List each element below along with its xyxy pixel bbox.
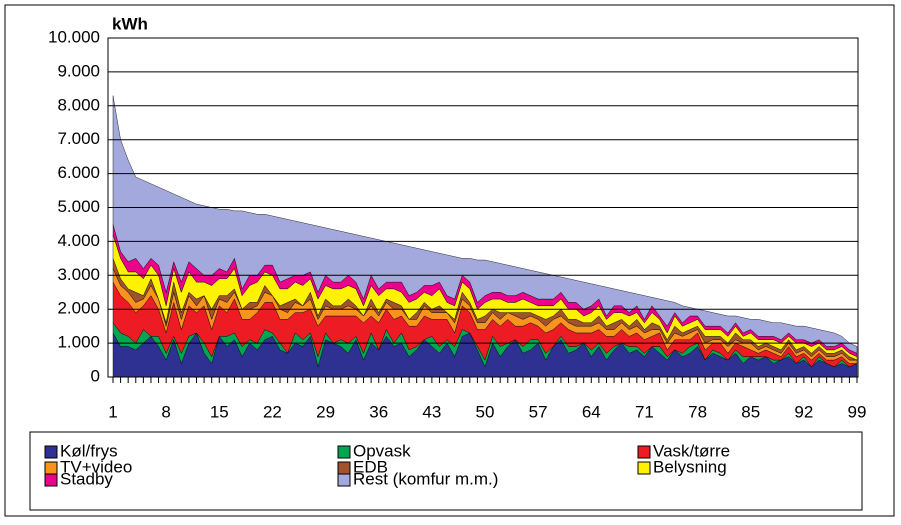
x-tick-label: 92 — [794, 402, 813, 421]
legend-label: Køl/frys — [60, 441, 118, 460]
x-tick-label: 29 — [316, 402, 335, 421]
legend-label: EDB — [353, 457, 388, 476]
legend-swatch — [44, 461, 58, 475]
legend-swatch — [637, 445, 651, 459]
y-tick-label: 7.000 — [57, 129, 100, 148]
plot-frame — [107, 37, 859, 378]
y-tick-label: 4.000 — [57, 231, 100, 250]
x-tick-label: 99 — [848, 402, 867, 421]
x-tick-label: 71 — [635, 402, 654, 421]
y-tick-label: 8.000 — [57, 95, 100, 114]
x-tick-label: 85 — [741, 402, 760, 421]
legend-label: Opvask — [353, 441, 411, 460]
y-tick-label: 0 — [91, 366, 100, 385]
area — [112, 95, 858, 354]
legend-swatch — [337, 461, 351, 475]
legend-label: Vask/tørre — [653, 441, 730, 460]
x-tick-label: 78 — [688, 402, 707, 421]
x-tick-label: 64 — [582, 402, 601, 421]
legend-label: Belysning — [653, 457, 727, 476]
x-tick-label: 43 — [422, 402, 441, 421]
legend-swatch — [337, 445, 351, 459]
legend-swatch — [337, 473, 351, 487]
legend-label: Stadby — [60, 469, 113, 488]
y-tick-label: 2.000 — [57, 299, 100, 318]
legend-swatch — [637, 461, 651, 475]
x-tick-label: 8 — [161, 402, 170, 421]
y-tick-label: 9.000 — [57, 61, 100, 80]
legend-label: Rest (komfur m.m.) — [353, 469, 498, 488]
x-tick-label: 1 — [108, 402, 117, 421]
x-tick-label: 36 — [369, 402, 388, 421]
y-tick-label: 1.000 — [57, 333, 100, 352]
y-tick-label: 3.000 — [57, 265, 100, 284]
legend-swatch — [44, 445, 58, 459]
x-tick-label: 50 — [476, 402, 495, 421]
y-tick-label: 5.000 — [57, 197, 100, 216]
x-tick-label: 15 — [210, 402, 229, 421]
legend-swatch — [44, 473, 58, 487]
x-tick-label: 22 — [263, 402, 282, 421]
y-axis-label: kWh — [112, 14, 148, 33]
y-tick-label: 6.000 — [57, 163, 100, 182]
legend-label: TV+video — [60, 457, 132, 476]
x-tick-label: 57 — [529, 402, 548, 421]
legend-box — [29, 431, 863, 511]
y-tick-label: 10.000 — [48, 27, 100, 46]
